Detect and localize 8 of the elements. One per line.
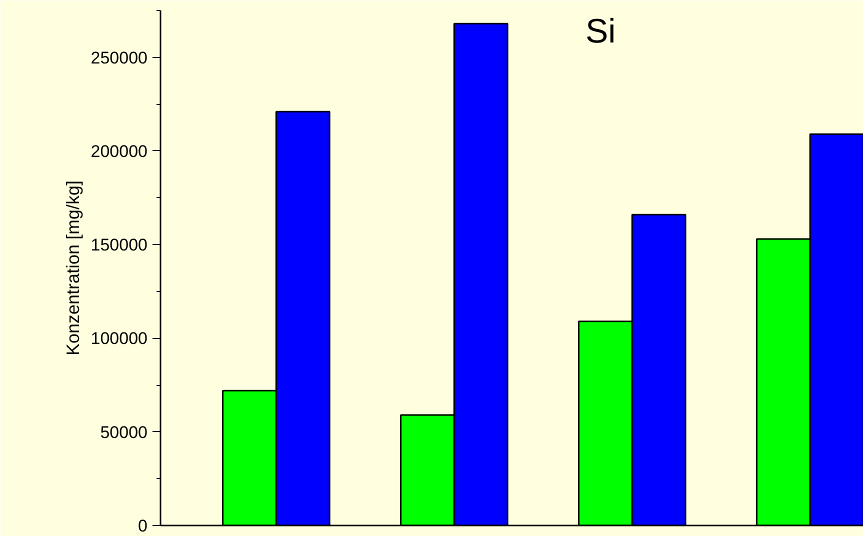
y-tick-label: 200000	[90, 142, 148, 161]
y-tick-label: 100000	[90, 329, 148, 348]
y-tick-label: 150000	[90, 236, 148, 255]
y-tick-label: 250000	[90, 48, 148, 68]
chart-title: Si	[586, 12, 616, 50]
y-axis-title: Konzentration [mg/kg]	[62, 180, 83, 356]
y-tick-label: 0	[138, 516, 148, 536]
y-tick-label: 50000	[100, 422, 148, 442]
